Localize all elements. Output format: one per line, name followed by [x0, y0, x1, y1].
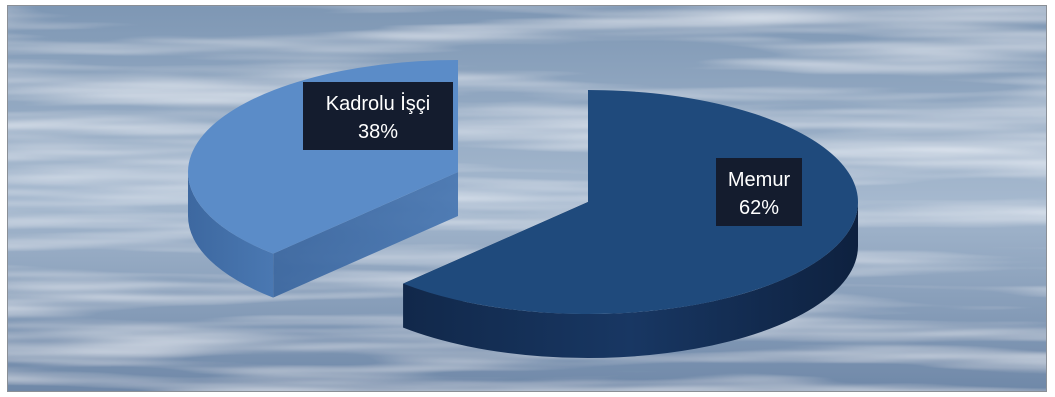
slice-cut-face: [273, 172, 458, 298]
data-label-value: 62%: [739, 197, 779, 219]
pie-chart: Kadrolu İşçi 38% Memur 62%: [8, 6, 1046, 391]
data-label-name: Memur: [728, 169, 791, 191]
slice-top: [403, 90, 858, 314]
pie-slice-memur: [403, 90, 859, 358]
chart-frame: Kadrolu İşçi 38% Memur 62%: [7, 5, 1047, 392]
data-label-name: Kadrolu İşçi: [326, 92, 431, 115]
data-label-kadrolu-isci: Kadrolu İşçi 38%: [303, 82, 453, 150]
slice-side: [403, 202, 859, 358]
data-label-value: 38%: [358, 121, 398, 143]
slice-side: [188, 172, 274, 298]
label-group: Kadrolu İşçi 38% Memur 62%: [303, 82, 802, 226]
data-label-memur: Memur 62%: [716, 158, 802, 226]
